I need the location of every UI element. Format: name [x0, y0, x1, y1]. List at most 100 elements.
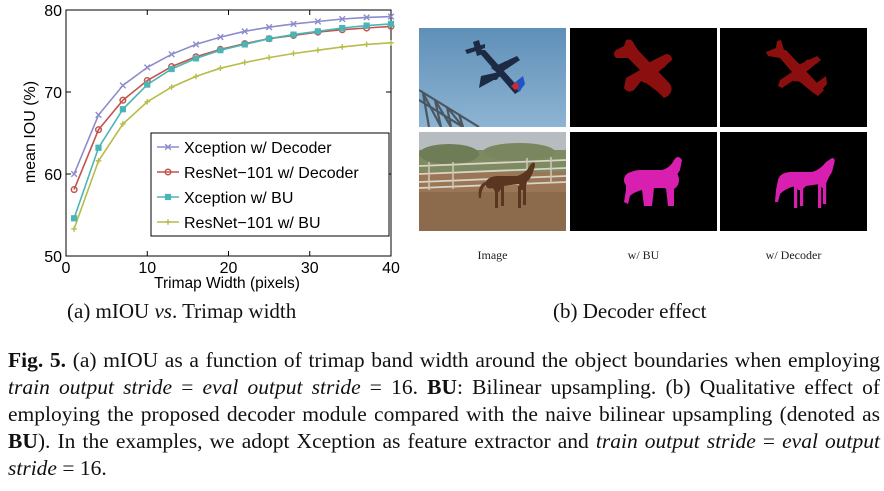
series-1-point	[192, 41, 200, 48]
marker-plus-shape	[71, 226, 77, 232]
marker-x-shape	[119, 82, 127, 89]
marker-square-shape	[217, 47, 224, 54]
marker-plus-shape	[339, 44, 346, 50]
subfigure-b-caption: (b) Decoder effect	[553, 299, 707, 323]
series-3-point	[192, 55, 200, 62]
decoder-effect-grid: Image w/ BU w/ Decoder	[419, 28, 867, 268]
marker-plus-shape	[290, 50, 297, 57]
marker-square-shape	[95, 144, 102, 151]
caption-em-3: train output stride	[595, 429, 756, 453]
series-4-point	[339, 44, 346, 50]
marker-square-shape	[119, 106, 126, 113]
marker-x-shape	[265, 23, 273, 31]
series-1-point	[290, 20, 297, 28]
marker-square-shape	[266, 35, 273, 42]
airplane-decoder-segmentation	[720, 28, 867, 127]
marker-square-shape	[164, 193, 172, 201]
series-4-point	[290, 50, 297, 57]
column-label-image: Image	[477, 248, 508, 262]
caption-text-3: = 16.	[360, 375, 428, 399]
line-chart: 0 10 20 30 40 50 60 70 80 Xception w/ Decoder Res…	[22, 3, 400, 292]
series-4-point	[193, 73, 199, 80]
series-3-point	[266, 35, 273, 42]
marker-x-shape	[387, 13, 395, 20]
horse-decoder-segmentation	[720, 132, 867, 231]
series-line-4	[73, 42, 392, 230]
legend-box	[150, 132, 390, 237]
caption-em-2: eval output stride	[202, 375, 361, 399]
series-4-point	[363, 41, 370, 48]
airplane-image	[419, 28, 566, 127]
series-4-point	[266, 54, 272, 61]
series-3-point	[241, 41, 248, 48]
series-1-point	[314, 18, 322, 25]
figure-number: Fig. 5.	[8, 348, 67, 372]
series-3-point	[387, 20, 395, 28]
chart-series-markers	[70, 13, 395, 232]
series-1-point	[387, 13, 395, 20]
horse-bu-segmentation	[570, 132, 717, 231]
marker-x-shape	[290, 20, 297, 28]
series-3-point	[339, 24, 346, 32]
marker-square-shape	[241, 41, 248, 48]
series-4-point	[71, 226, 77, 232]
series-1-point	[95, 111, 102, 119]
marker-circle-shape	[70, 186, 78, 194]
marker-plus-shape	[266, 54, 272, 61]
marker-x-shape	[70, 170, 78, 178]
marker-square-shape	[314, 28, 321, 35]
column-label-bu: w/ BU	[627, 248, 660, 262]
x-tick-label: 40	[382, 260, 400, 277]
series-4-point	[315, 47, 321, 53]
series-4-point	[120, 121, 126, 127]
legend-label: Xception w/ Decoder	[184, 140, 332, 157]
series-4-point	[95, 158, 102, 164]
series-line-3	[73, 23, 392, 219]
series-1-point	[143, 64, 151, 71]
y-tick-label: 60	[44, 167, 62, 184]
legend-swatch-marker	[165, 219, 171, 225]
caption-text-7: = 16.	[56, 456, 107, 480]
series-1-point	[168, 50, 175, 58]
marker-square-shape	[71, 215, 78, 222]
marker-x-shape	[217, 33, 224, 41]
marker-plus-shape	[168, 84, 175, 90]
caption-text-6: =	[755, 429, 783, 453]
marker-square-shape	[290, 31, 297, 38]
legend-swatch-marker	[164, 168, 172, 176]
series-1-point	[241, 28, 249, 35]
marker-plus-shape	[241, 59, 248, 66]
marker-plus-shape	[144, 99, 151, 105]
caption-bold-bu-2: BU	[8, 429, 38, 453]
legend-label: Xception w/ BU	[184, 190, 293, 207]
caption-bold-bu-1: BU	[427, 375, 458, 399]
series-2-point	[94, 126, 103, 134]
marker-plus-shape	[315, 47, 321, 53]
marker-circle-shape	[164, 168, 172, 176]
series-4-point	[217, 65, 224, 72]
series-1-point	[70, 170, 78, 178]
subfigure-a-caption: (a) mIOU vs. Trimap width	[67, 301, 296, 322]
horse-image	[419, 132, 566, 231]
airplane-bu-segmentation	[570, 28, 717, 127]
series-1-point	[363, 14, 370, 21]
series-3-point	[168, 65, 175, 73]
series-3-point	[290, 31, 297, 38]
series-4-point	[241, 59, 248, 66]
marker-x-shape	[338, 15, 346, 23]
marker-x-shape	[192, 41, 200, 48]
chart-series-lines	[73, 15, 392, 230]
marker-x-shape	[168, 50, 175, 58]
marker-square-shape	[144, 81, 151, 88]
figure-caption: Fig. 5. (a) mIOU as a function of trimap…	[8, 347, 880, 482]
marker-plus-shape	[193, 73, 199, 80]
x-axis-label: Trimap Width (pixels)	[154, 275, 300, 292]
marker-x-shape	[164, 143, 172, 151]
series-3-point	[314, 28, 321, 35]
chart-axes: 0 10 20 30 40 50 60 70 80	[44, 3, 400, 277]
marker-x-shape	[241, 28, 249, 35]
marker-square-shape	[339, 24, 346, 32]
y-tick-label: 50	[44, 249, 62, 266]
legend-swatch-marker	[164, 193, 172, 201]
series-line-1	[73, 15, 392, 175]
